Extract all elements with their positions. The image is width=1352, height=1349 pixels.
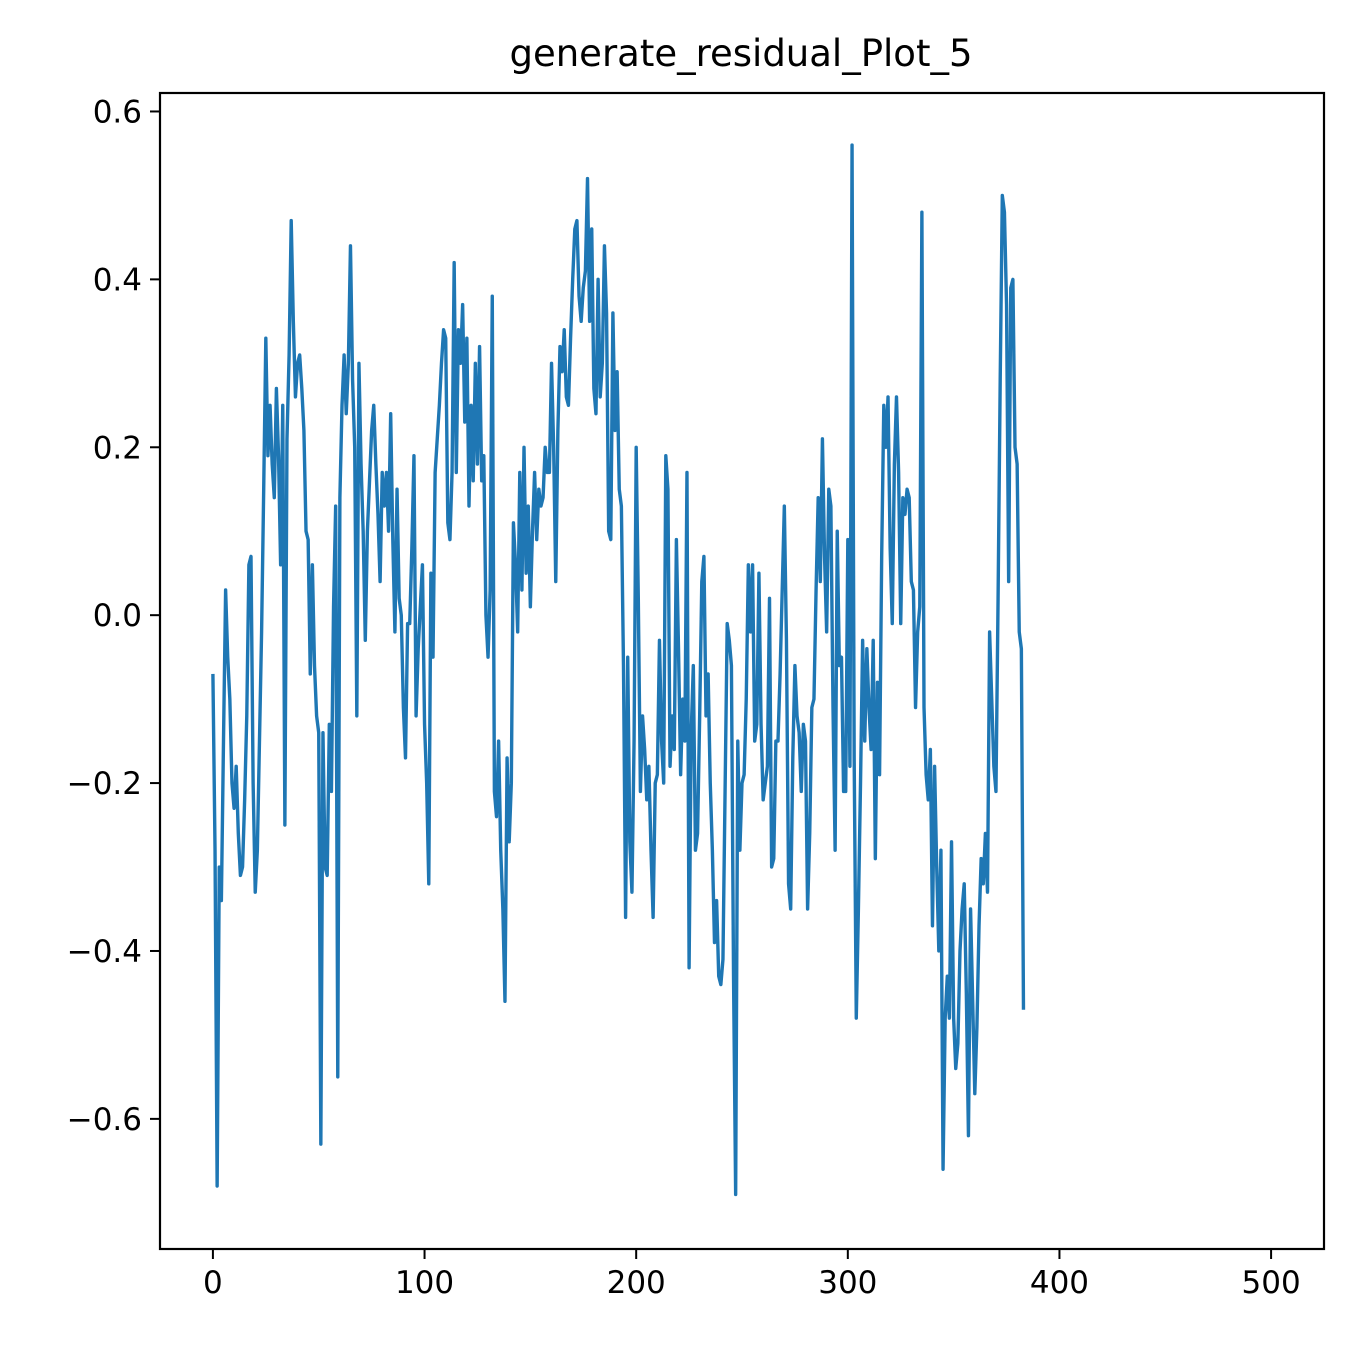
y-tick-label: −0.2 [67, 766, 142, 802]
y-tick-label: 0.6 [93, 94, 142, 130]
y-tick-label: 0.2 [93, 430, 142, 466]
y-tick-label: 0.0 [93, 598, 142, 634]
plot-area [211, 143, 1026, 1197]
y-tick-label: 0.4 [93, 262, 142, 298]
series-line-0 [211, 143, 1026, 1197]
x-tick-label: 300 [818, 1265, 877, 1301]
x-tick-label: 500 [1242, 1265, 1301, 1301]
x-tick-label: 100 [395, 1265, 454, 1301]
axes: 0 100 200 300 400 500 −0.6 −0.4 −0.2 0.0 0.2 0.4 0.6 [67, 91, 1326, 1301]
chart-title: generate_residual_Plot_5 [509, 32, 972, 75]
plot-frame [158, 91, 1326, 1251]
x-tick-label: 400 [1030, 1265, 1089, 1301]
y-tick-label: −0.6 [67, 1102, 142, 1138]
x-tick-label: 0 [203, 1265, 223, 1301]
y-tick-label: −0.4 [67, 934, 142, 970]
x-tick-label: 200 [607, 1265, 666, 1301]
